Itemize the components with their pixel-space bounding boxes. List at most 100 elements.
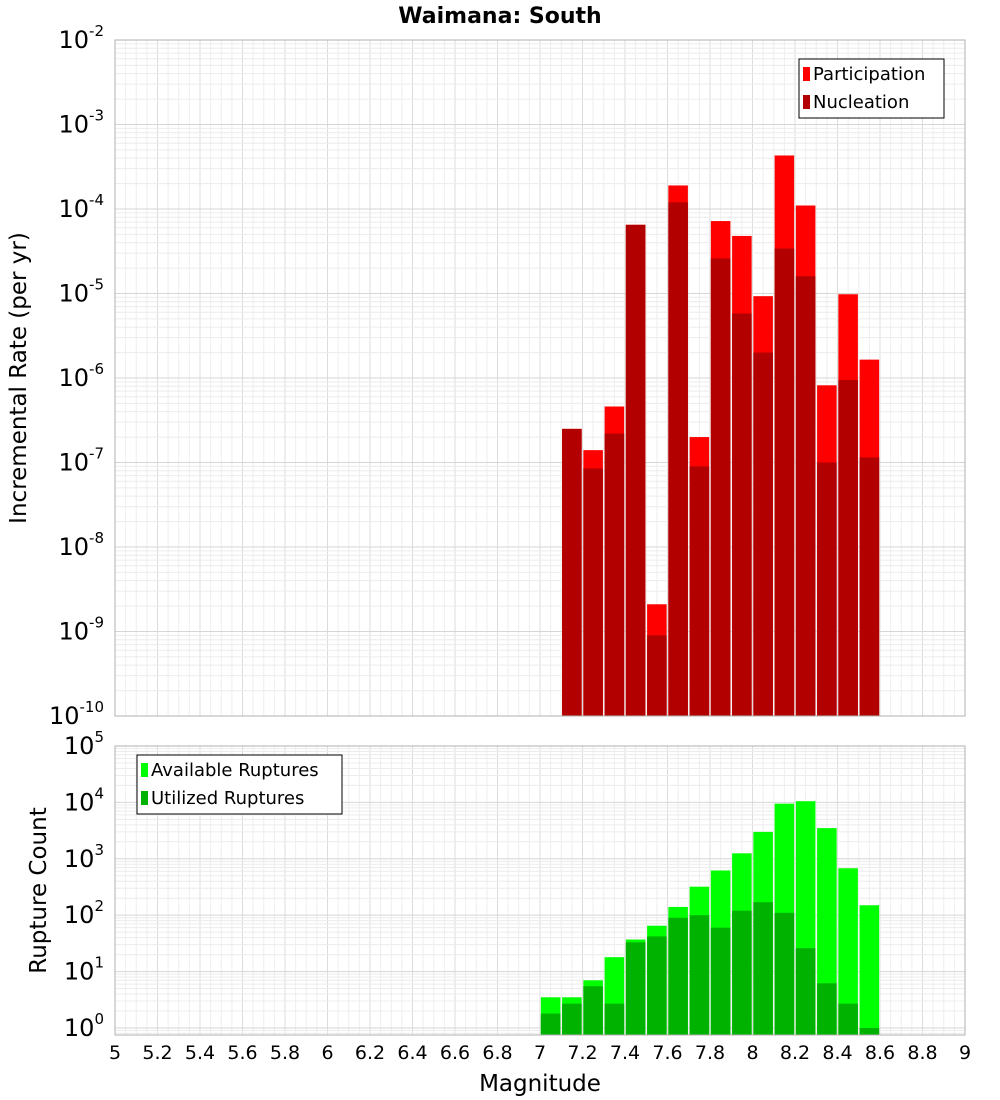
- legend-label: Available Ruptures: [151, 760, 319, 781]
- y-tick-label: 10-7: [58, 445, 104, 477]
- x-tick-label: 7.8: [695, 1042, 725, 1064]
- bar-nucleation: [753, 352, 773, 716]
- y-tick-exponent: 4: [94, 784, 104, 802]
- legend-label: Participation: [813, 64, 925, 85]
- y-tick-exponent: -6: [89, 360, 104, 378]
- y-tick-exponent: -5: [89, 276, 104, 294]
- bar-nucleation: [732, 313, 752, 716]
- bar-nucleation: [689, 466, 710, 716]
- y-axis-label: Rupture Count: [26, 807, 52, 973]
- y-tick-base: 10: [58, 195, 89, 223]
- y-tick-label: 10-6: [58, 360, 104, 392]
- y-tick-label: 100: [64, 1010, 104, 1042]
- plot-frame-top: [114, 39, 966, 717]
- bar-utilized-ruptures: [710, 927, 731, 1035]
- bar-available-ruptures: [838, 868, 858, 1035]
- y-tick-label: 10-3: [58, 107, 104, 139]
- bar-nucleation: [668, 202, 688, 716]
- legend-bottom: Available Ruptures Utilized Ruptures: [136, 754, 343, 815]
- y-tick-label: 10-2: [58, 22, 104, 54]
- x-tick-label: 7.2: [567, 1042, 597, 1064]
- x-tick-label: 5.4: [185, 1042, 215, 1064]
- y-tick-base: 10: [49, 702, 80, 730]
- bar-utilized-ruptures: [583, 986, 603, 1035]
- y-tick-label: 103: [64, 841, 104, 873]
- x-tick-label: 8.6: [865, 1042, 895, 1064]
- panel-top: 10-1010-910-810-710-610-510-410-310-2Inc…: [6, 22, 966, 730]
- x-tick-label: 8.2: [780, 1042, 810, 1064]
- x-tick-label: 6.6: [440, 1042, 470, 1064]
- bar-utilized-ruptures: [668, 917, 688, 1035]
- bar-nucleation: [795, 276, 816, 716]
- y-tick-base: 10: [58, 111, 89, 139]
- y-tick-base: 10: [58, 449, 89, 477]
- chart-title: Waimana: South: [398, 4, 601, 29]
- bar-nucleation: [647, 635, 667, 716]
- y-tick-base: 10: [64, 958, 95, 986]
- bar-nucleation: [838, 379, 858, 716]
- y-tick-exponent: 1: [94, 954, 104, 972]
- y-tick-label: 10-9: [58, 614, 104, 646]
- y-tick-label: 101: [64, 954, 104, 986]
- y-tick-exponent: -10: [80, 698, 105, 716]
- x-tick-label: 7.4: [610, 1042, 640, 1064]
- y-tick-exponent: 5: [94, 728, 104, 746]
- bar-nucleation: [710, 258, 731, 716]
- y-tick-exponent: 3: [94, 841, 104, 859]
- y-tick-label: 10-5: [58, 276, 104, 308]
- legend-label: Utilized Ruptures: [151, 788, 304, 809]
- x-tick-label: 8.8: [907, 1042, 937, 1064]
- x-tick-label: 6: [321, 1042, 333, 1064]
- bar-utilized-ruptures: [795, 948, 816, 1035]
- x-tick-label: 8: [746, 1042, 758, 1064]
- legend-label: Nucleation: [813, 92, 909, 113]
- y-tick-base: 10: [64, 732, 95, 760]
- x-tick-label: 8.4: [822, 1042, 852, 1064]
- bar-nucleation: [859, 457, 880, 716]
- legend-box: [136, 754, 343, 815]
- y-tick-label: 10-10: [49, 698, 104, 730]
- bar-utilized-ruptures: [625, 942, 646, 1035]
- legend-box: [798, 58, 945, 119]
- y-tick-exponent: -4: [89, 191, 104, 209]
- y-tick-exponent: 0: [94, 1010, 104, 1028]
- x-tick-label: 6.8: [482, 1042, 512, 1064]
- bar-nucleation: [562, 428, 582, 716]
- bar-utilized-ruptures: [689, 915, 710, 1035]
- legend-swatch: [803, 95, 810, 109]
- bar-utilized-ruptures: [753, 902, 773, 1035]
- bar-utilized-ruptures: [838, 1003, 858, 1035]
- y-tick-base: 10: [64, 845, 95, 873]
- bar-nucleation: [604, 433, 625, 716]
- bar-nucleation: [625, 224, 646, 716]
- legend-top: Participation Nucleation: [798, 58, 945, 119]
- y-tick-base: 10: [58, 533, 89, 561]
- bar-available-ruptures: [859, 905, 880, 1035]
- y-tick-label: 104: [64, 784, 104, 816]
- bar-utilized-ruptures: [540, 1013, 561, 1035]
- x-tick-label: 7: [534, 1042, 546, 1064]
- x-tick-label: 5.2: [142, 1042, 172, 1064]
- bar-nucleation: [774, 248, 795, 716]
- x-tick-label: 5: [109, 1042, 121, 1064]
- bar-utilized-ruptures: [859, 1027, 880, 1035]
- bar-utilized-ruptures: [817, 983, 837, 1035]
- y-tick-base: 10: [58, 280, 89, 308]
- y-axis-label: Incremental Rate (per yr): [6, 232, 32, 524]
- y-tick-base: 10: [64, 901, 95, 929]
- x-axis-label: Magnitude: [479, 1071, 601, 1097]
- y-tick-exponent: -2: [89, 22, 104, 40]
- x-tick-label: 6.2: [355, 1042, 385, 1064]
- y-tick-label: 105: [64, 728, 104, 760]
- legend-swatch: [141, 763, 148, 777]
- y-tick-base: 10: [58, 364, 89, 392]
- bar-nucleation: [817, 462, 837, 716]
- y-tick-exponent: 2: [94, 897, 104, 915]
- y-tick-exponent: -8: [89, 529, 104, 547]
- bar-utilized-ruptures: [647, 936, 667, 1035]
- x-tick-label: 7.6: [652, 1042, 682, 1064]
- x-tick-label: 6.4: [397, 1042, 427, 1064]
- y-tick-base: 10: [64, 1014, 95, 1042]
